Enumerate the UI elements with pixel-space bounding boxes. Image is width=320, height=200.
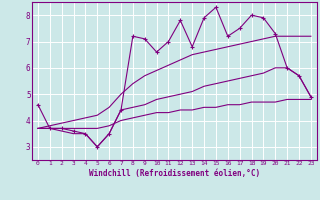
X-axis label: Windchill (Refroidissement éolien,°C): Windchill (Refroidissement éolien,°C) [89, 169, 260, 178]
